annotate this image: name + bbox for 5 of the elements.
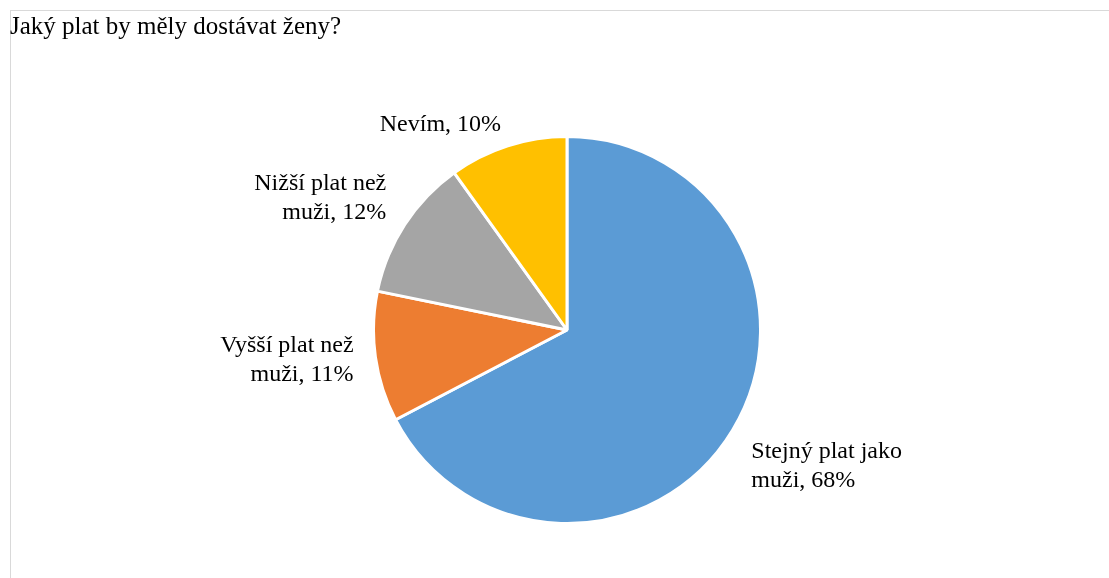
slice-label: Vyšší plat než muži, 11% <box>220 330 354 386</box>
slice-label: Nevím, 10% <box>379 110 502 137</box>
slice-label: Stejný plat jako muži, 68% <box>751 436 903 492</box>
slice-label: Nižší plat než muži, 12% <box>254 169 387 225</box>
chart-title: Jaký plat by měly dostávat ženy? <box>10 12 342 40</box>
